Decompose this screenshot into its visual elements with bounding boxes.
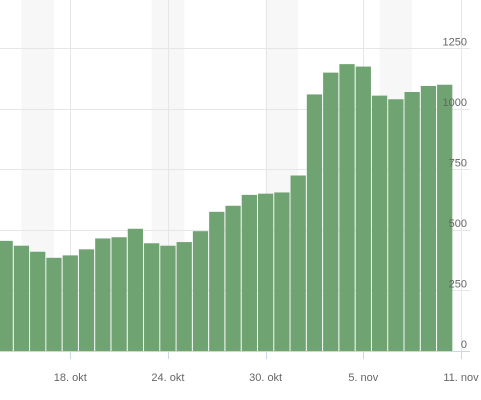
x-tick-label: 24. okt [151,372,184,384]
bar[interactable] [290,175,306,352]
bars [0,64,453,352]
x-tick-label: 5. nov [348,372,378,384]
bar[interactable] [62,255,78,351]
bar[interactable] [225,205,241,351]
bar[interactable] [30,251,46,351]
bar[interactable] [127,228,144,351]
bar[interactable] [371,95,388,351]
bar[interactable] [339,64,355,351]
x-tick-labels: 18. okt 24. okt 30. okt 5. nov 11. nov [54,372,479,384]
bar[interactable] [176,242,192,351]
x-tick-label: 11. nov [443,372,479,384]
y-tick-label: 0 [461,339,467,351]
bar[interactable] [111,237,127,351]
y-tick-label: 750 [449,157,467,169]
y-tick-labels: 0 250 500 750 1000 1250 [443,36,467,351]
bar[interactable] [95,238,111,351]
bar[interactable] [192,231,209,351]
y-tick-label: 1000 [443,97,467,109]
bar[interactable] [404,91,420,351]
y-tick-label: 1250 [443,36,467,48]
bar[interactable] [420,85,437,352]
y-tick-label: 250 [449,278,467,290]
bar[interactable] [323,72,339,351]
bar[interactable] [388,99,404,351]
bar[interactable] [78,249,95,351]
bar[interactable] [13,245,30,351]
x-tick-label: 18. okt [54,372,87,384]
bar[interactable] [241,194,257,351]
x-axis [0,351,470,359]
bar[interactable] [0,240,13,351]
bar[interactable] [257,193,274,351]
x-tick-label: 30. okt [249,372,282,384]
bar[interactable] [144,243,160,351]
bar[interactable] [355,66,371,351]
bar[interactable] [306,94,323,352]
bar[interactable] [274,192,290,351]
bar[interactable] [437,84,453,352]
bar[interactable] [209,211,225,351]
bar[interactable] [46,257,62,351]
bar[interactable] [160,245,176,351]
y-tick-label: 500 [449,218,467,230]
